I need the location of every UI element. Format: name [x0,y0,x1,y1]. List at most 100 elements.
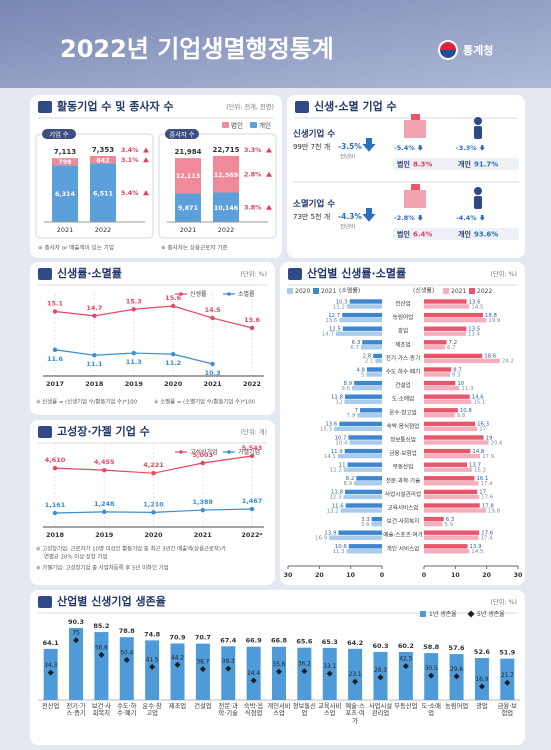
bar [424,358,500,364]
unit-label: (단위: %) [490,269,517,278]
value-label: 11.2 [165,359,181,367]
value-label: 14.5 [471,549,483,555]
value-label: 799 [58,159,71,166]
unit-label: (단위: 개) [241,427,267,436]
value-label: 14.6 [472,395,485,401]
value-label: 11.8 [331,395,344,401]
point [131,307,136,312]
category-label: 교육서비스업 [388,504,419,512]
value-label: 8.7 [453,367,462,373]
value-label: 17.6 [481,495,494,501]
share-label: 법인 [397,230,410,239]
value-label: 14.8 [472,449,485,455]
value-label: 2.1 [365,359,374,365]
value-label: 17.9 [482,454,495,460]
x-tick-label: 2021 [57,226,74,234]
up-arrow [143,147,149,153]
indiv-change: -3.3% [456,144,477,152]
bar [424,317,487,323]
value-label: 66.8 [271,637,288,645]
panel-title: 신생·소멸 기업 수 [314,99,397,113]
bar [246,646,261,700]
panel [287,95,525,258]
up-arrow [266,147,272,153]
legend-group-label: (소멸률) [339,287,360,295]
bar-segment [90,156,116,164]
item-change: -4.3% [338,212,362,221]
item-count: 73만 5천 개 [293,212,330,221]
value-label: 10.8 [460,408,473,414]
value-label: 11.1 [86,360,103,368]
category-label: 금융·보험업 [389,449,417,457]
bar [424,331,466,336]
bar [348,544,382,549]
value-label: 7 [355,408,358,414]
value-label: 14.7 [322,332,334,338]
value-label: 6.7 [350,345,359,351]
value-label: 9.8 [457,413,466,419]
bar [424,299,467,304]
x-tick-label: 2022 [243,380,261,388]
bar [424,476,475,481]
value-label: 6,511 [93,190,113,197]
point [249,506,255,512]
value-label: 5 [361,372,364,378]
note: 연평균 20% 이상 성장 기업 [44,553,108,561]
value-label: 1,388 [192,498,213,506]
value-label: 90.3 [68,618,84,626]
value-label: 35.6 [273,662,286,668]
value-label: 15.3 [126,297,142,305]
value-label: 78.8 [119,627,136,635]
bar [398,652,413,700]
bar-segment [52,158,78,166]
bar [366,372,382,377]
bar [424,467,472,472]
value-label: 11.8 [331,490,344,496]
value-label: 10 [457,381,464,387]
legend-label: 5년 생존율 [477,610,505,618]
value-label: 16.1 [476,476,488,482]
category-label: 광업 [398,327,408,335]
bar [347,462,382,467]
up-arrow [143,157,149,163]
legend-label: 개인 [259,121,271,130]
value-label: 17 [479,427,486,433]
value-label: 11 [339,463,346,469]
value-label: 13.6 [325,318,338,324]
legend-swatch [222,122,229,128]
legend-label: 2021 [321,288,336,295]
value-label: 12.2 [330,468,342,474]
value-label: 5,003 [192,451,213,459]
bar [424,508,487,513]
bar [354,481,382,486]
marker [453,673,460,680]
point [52,309,58,314]
category-label: 전기·가스·증기 [386,354,420,362]
value-label: 65.6 [296,638,313,646]
item-label: 소멸기업 수 [293,199,335,210]
bar [424,394,470,399]
marker [123,656,130,663]
value-label: 8.3 [452,372,461,378]
share-strip [393,228,519,240]
growth-label: 5.4% [121,190,139,197]
x-tick-label: 2018 [85,380,104,388]
panel-title: 산업별 신생률·소멸률 [307,266,406,280]
value-label: 9.6 [341,386,350,392]
logo-red [440,42,456,50]
x-tick-label: 2022ᵖ [241,531,262,539]
share-label: 개인 [458,160,471,169]
share-value: 8.3% [413,161,432,169]
marker [276,668,282,675]
value-label: 50.4 [120,650,133,656]
value-label: 2.8 [363,354,372,360]
value-label: 1,161 [45,501,66,509]
panel-icon [38,101,52,113]
value-label: 38.7 [196,660,209,666]
x-tick-label: 30 [284,572,293,579]
value-label: 33.1 [323,664,336,670]
bar [337,453,382,459]
panel-title: 활동기업 수 및 종사자 수 [57,99,174,113]
value-label: 10.4 [335,440,348,446]
